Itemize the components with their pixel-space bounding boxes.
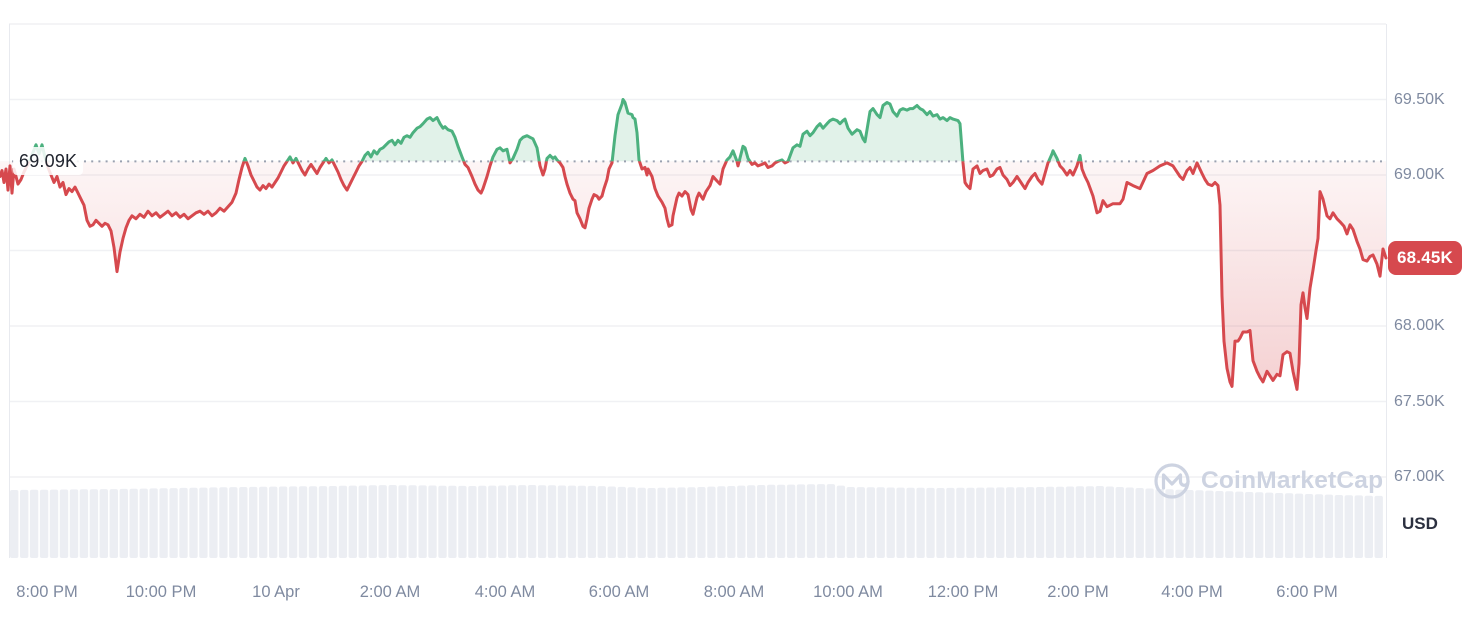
y-tick-label: 67.00K (1394, 468, 1445, 485)
baseline-price-label: 69.09K (13, 147, 84, 176)
y-tick-label: 68.00K (1394, 317, 1445, 334)
x-tick-label: 2:00 AM (359, 583, 421, 601)
coinmarketcap-logo-icon (1154, 463, 1190, 499)
watermark: CoinMarketCap (1152, 461, 1383, 501)
currency-label: USD (1402, 514, 1438, 533)
x-tick-label: 2:00 PM (1047, 583, 1109, 601)
x-tick-label: 10 Apr (252, 583, 300, 601)
x-tick-label: 10:00 AM (813, 583, 883, 601)
y-tick-label: 69.50K (1394, 90, 1445, 108)
x-tick-label: 6:00 AM (588, 583, 650, 601)
y-tick-label: 69.00K (1394, 166, 1445, 183)
y-tick-label: 67.50K (1394, 392, 1445, 410)
x-tick-label: 8:00 PM (16, 583, 78, 601)
x-tick-label: 12:00 PM (927, 583, 999, 601)
x-tick-label: 6:00 PM (1276, 583, 1338, 601)
watermark-text: CoinMarketCap (1201, 467, 1384, 494)
x-tick-label: 4:00 PM (1161, 583, 1223, 601)
x-tick-label: 8:00 AM (703, 583, 765, 601)
x-tick-label: 10:00 PM (125, 583, 197, 601)
x-tick-label: 4:00 AM (474, 583, 536, 601)
current-price-badge: 68.45K (1388, 241, 1462, 276)
